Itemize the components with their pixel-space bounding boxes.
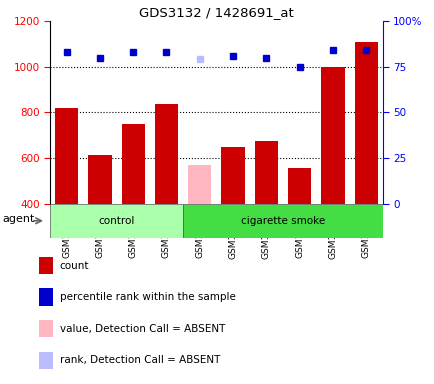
Bar <box>221 147 244 204</box>
Text: GSM176497: GSM176497 <box>128 204 138 258</box>
Text: count: count <box>59 261 89 271</box>
Bar <box>287 168 311 204</box>
Bar <box>39 352 53 369</box>
Bar <box>121 124 145 204</box>
Text: GSM176496: GSM176496 <box>95 204 104 258</box>
Text: control: control <box>98 216 135 226</box>
Bar <box>187 165 211 204</box>
Bar <box>39 257 53 274</box>
Bar <box>320 67 344 204</box>
Text: agent: agent <box>3 214 35 224</box>
Text: GSM176501: GSM176501 <box>261 204 270 258</box>
Bar <box>155 104 178 204</box>
Text: GSM176504: GSM176504 <box>361 204 370 258</box>
Text: rank, Detection Call = ABSENT: rank, Detection Call = ABSENT <box>59 355 220 365</box>
Bar <box>88 154 112 204</box>
Text: GSM176503: GSM176503 <box>328 204 337 258</box>
Text: percentile rank within the sample: percentile rank within the sample <box>59 292 235 302</box>
Text: cigarette smoke: cigarette smoke <box>240 216 324 226</box>
Bar <box>254 141 277 204</box>
Bar <box>39 320 53 338</box>
Text: GSM176499: GSM176499 <box>195 204 204 258</box>
Bar <box>183 204 382 238</box>
Bar <box>55 108 78 204</box>
Title: GDS3132 / 1428691_at: GDS3132 / 1428691_at <box>139 5 293 18</box>
Text: GSM176495: GSM176495 <box>62 204 71 258</box>
Text: value, Detection Call = ABSENT: value, Detection Call = ABSENT <box>59 324 224 334</box>
Bar <box>354 41 377 204</box>
Bar <box>50 204 183 238</box>
Text: GSM176498: GSM176498 <box>161 204 171 258</box>
Text: GSM176500: GSM176500 <box>228 204 237 258</box>
Text: GSM176502: GSM176502 <box>294 204 303 258</box>
Bar <box>39 288 53 306</box>
